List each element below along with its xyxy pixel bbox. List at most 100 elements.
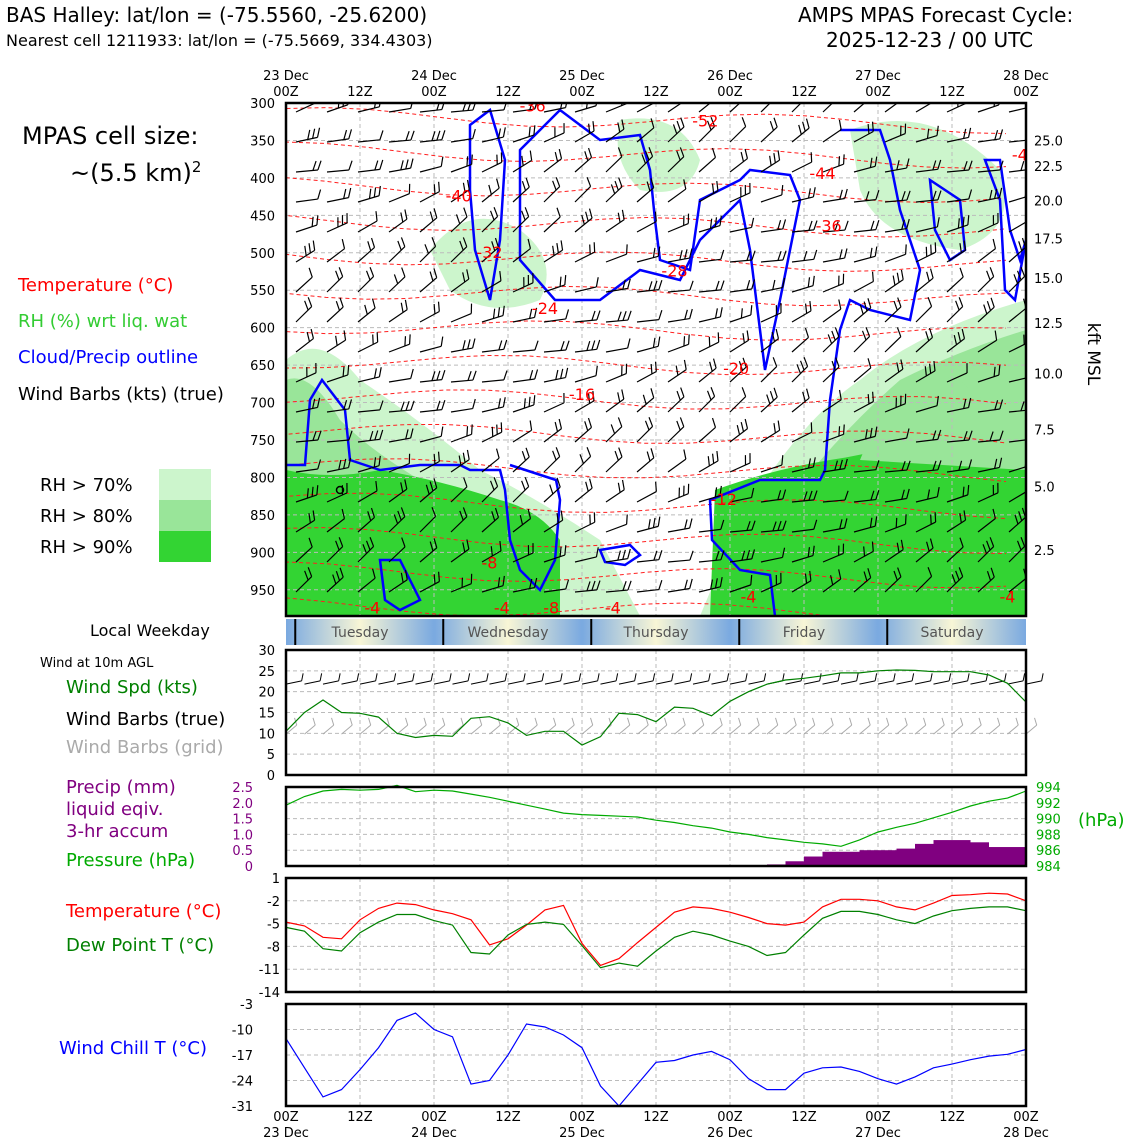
wind-barb-feather (812, 275, 815, 286)
wind-barb-shaft (481, 550, 502, 563)
wind-barb-feather (1014, 514, 1019, 525)
true-wind-barb-feather (449, 673, 452, 681)
wind-barb (791, 457, 816, 473)
wind-barb-feather (627, 310, 632, 321)
wind-barb (698, 180, 719, 203)
top-hour-label: 00Z (421, 85, 447, 100)
wind-barb (667, 147, 685, 173)
wind-barb-feather (306, 488, 309, 499)
wind-barb-feather (496, 178, 500, 189)
wind-barb-shaft (853, 367, 872, 383)
wind-barb-feather (462, 237, 468, 247)
wind-barb (388, 537, 406, 563)
wind-barb-feather (958, 567, 964, 577)
wind-barb-feather (341, 215, 344, 226)
wind-barb-feather (683, 449, 687, 460)
wind-barb-feather (589, 478, 593, 489)
wind-barb-feather (555, 447, 561, 457)
wind-barb-feather (437, 451, 440, 462)
wind-barb-feather (436, 370, 441, 381)
wind-barb-feather (393, 514, 399, 524)
wind-barb-feather (401, 267, 406, 278)
wind-barb-feather (431, 237, 437, 247)
wind-barb-feather (463, 207, 468, 218)
top-hour-label: 00Z (1013, 85, 1039, 100)
wind-barb-shaft (791, 229, 814, 233)
wind-barb-shaft (543, 428, 562, 443)
wind-barb (853, 327, 871, 353)
wind-barb-feather (925, 331, 930, 341)
bottom-hour-label: 00Z (865, 1110, 891, 1125)
grid-wind-barb-shaft (822, 724, 834, 735)
wind-barb (729, 330, 750, 353)
cloud-outline (518, 108, 802, 371)
wind-barb-feather (842, 543, 845, 554)
wind-barb-feather (777, 150, 781, 161)
wind-barb-feather (466, 426, 469, 437)
wind-barb-feather (491, 511, 496, 521)
wind-barb-shaft (419, 516, 436, 533)
wind-barb-shaft (698, 528, 721, 533)
wind-barb-shaft (822, 366, 840, 383)
wind-barb (574, 547, 599, 563)
wind-barb-feather (466, 449, 470, 460)
wind-barb-shaft (357, 546, 375, 563)
wind-barb-feather (379, 159, 384, 170)
wind-barb (357, 130, 384, 143)
wind-barb (946, 430, 973, 443)
temp-panel-frame (284, 876, 1028, 994)
wind-barb-feather (644, 150, 650, 161)
grid-wind-barb (840, 717, 853, 735)
wind-barb-feather (777, 520, 782, 531)
true-wind-barb-feather (837, 673, 841, 681)
true-wind-barb-feather (1041, 673, 1044, 681)
grid-wind-barb-feather (997, 717, 1001, 726)
wind-barb-feather (644, 420, 650, 431)
wind-barb-feather (307, 297, 313, 307)
wind-barb-feather (838, 299, 842, 310)
wind-barb-feather (525, 177, 530, 188)
wind-barb (481, 422, 503, 443)
pressure-tick-label: 500 (250, 247, 275, 262)
wind-barb-feather (433, 208, 438, 218)
true-wind-barb (618, 673, 637, 685)
wind-barb (729, 418, 749, 443)
true-wind-barb-feather (393, 673, 397, 681)
cloud-outline (378, 558, 422, 612)
wind-barb-shaft (636, 397, 655, 413)
wind-barb (822, 154, 845, 173)
legend-rh70-label: RH > 70% (40, 475, 133, 496)
wind-barb-feather (844, 220, 849, 231)
wind-barb (946, 510, 967, 533)
wind-barb-feather (720, 280, 725, 291)
wind-barb-feather (998, 187, 1003, 198)
wind-barb (326, 297, 344, 323)
grid-wind-barb-feather (331, 717, 335, 726)
wind-barb (357, 159, 384, 173)
wind-barb-feather (961, 328, 966, 339)
windchill-tick-label: -31 (232, 1100, 253, 1115)
wind-barb-shaft (605, 253, 627, 263)
wind-barb-feather (408, 334, 411, 345)
wind-barb (326, 160, 353, 173)
wind-barb-feather (642, 394, 647, 405)
wind-barb-feather (621, 119, 625, 130)
wind-barb-shaft (388, 276, 406, 293)
wind-barb-feather (462, 340, 466, 350)
cloud-outline (983, 158, 1026, 303)
true-wind-barb-feather (671, 673, 674, 681)
wind-barb (636, 481, 657, 503)
wind-barb-shaft (574, 589, 597, 593)
wind-barb-feather (719, 307, 723, 318)
wind-barb-shaft (667, 257, 690, 263)
wind-barb-shaft (636, 156, 653, 173)
wind-barb (357, 185, 381, 203)
wind-barb-shaft (605, 373, 627, 383)
wind-barb-feather (653, 280, 658, 291)
wind-barb-shaft (481, 246, 499, 263)
wind-barb-shaft (512, 216, 530, 233)
wind-barb-shaft (977, 576, 995, 593)
precip-bar (1007, 847, 1026, 866)
grid-wind-barb-feather (793, 717, 797, 726)
wind-barb-shaft (295, 494, 318, 503)
